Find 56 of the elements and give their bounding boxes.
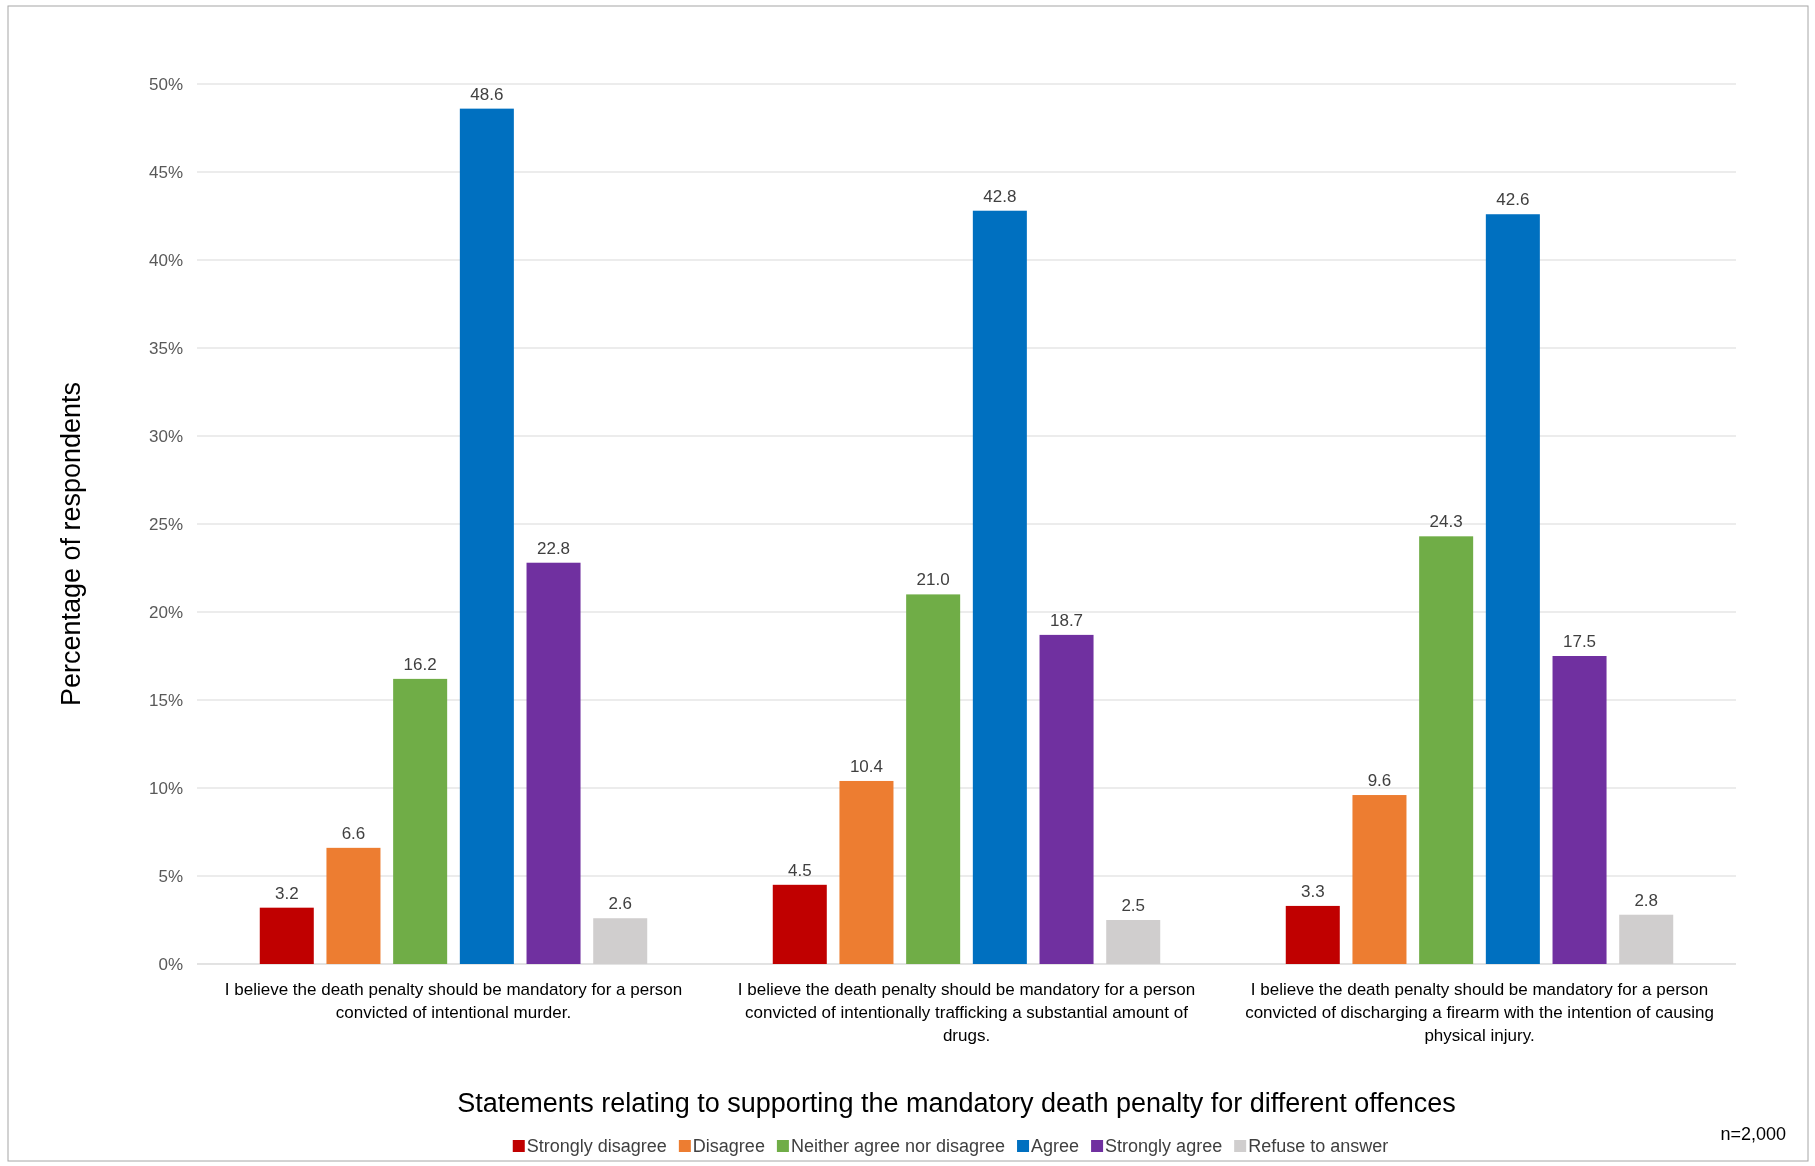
bar <box>326 847 381 964</box>
legend-label: Refuse to answer <box>1248 1136 1389 1156</box>
legend-label: Neither agree nor disagree <box>790 1136 1006 1156</box>
data-label: 42.8 <box>983 186 1017 206</box>
data-label: 2.8 <box>1634 890 1659 910</box>
data-label: 21.0 <box>916 570 950 590</box>
bar <box>839 780 894 964</box>
bar <box>906 594 961 964</box>
y-tick-label: 30% <box>148 426 183 446</box>
bar <box>1485 214 1540 964</box>
x-tick-label: I believe the death penalty should be mandatory for a person convicted of intentionally trafficking a substantial amount of drugs. <box>737 980 1196 1045</box>
bar <box>1552 656 1607 964</box>
data-label: 3.3 <box>1300 881 1325 901</box>
data-label: 16.2 <box>403 654 437 674</box>
data-label: 24.3 <box>1429 512 1463 532</box>
bar <box>1039 634 1094 964</box>
y-axis-title: Percentage of respondents <box>56 381 86 707</box>
y-tick-label: 50% <box>148 74 183 94</box>
bar <box>1285 905 1340 964</box>
data-label: 18.7 <box>1049 610 1084 630</box>
bar <box>459 108 514 964</box>
y-tick-label: 25% <box>148 514 183 534</box>
y-tick-label: 35% <box>148 338 183 358</box>
bar <box>393 678 448 964</box>
x-tick-label: I believe the death penalty should be mandatory for a person convicted of intentional murder. <box>224 980 683 1022</box>
data-label: 4.5 <box>787 860 812 880</box>
y-tick-label: 5% <box>158 866 183 886</box>
bar <box>972 210 1027 964</box>
x-axis-title: Statements relating to supporting the mandatory death penalty for different offences <box>457 1088 1456 1118</box>
data-label: 2.6 <box>608 894 633 914</box>
data-label: 22.8 <box>536 538 571 558</box>
text: n=2,000 <box>1720 1124 1786 1144</box>
y-tick-label: 45% <box>148 162 183 182</box>
legend-label: Disagree <box>692 1136 765 1156</box>
y-tick-label: 15% <box>148 690 183 710</box>
y-tick-label: 10% <box>148 778 183 798</box>
data-label: 10.4 <box>849 756 884 776</box>
data-label: 3.2 <box>274 883 299 903</box>
data-label: 48.6 <box>470 84 504 104</box>
bar <box>772 884 827 964</box>
bar <box>526 562 581 964</box>
legend-label: Agree <box>1031 1136 1080 1156</box>
data-label: 9.6 <box>1367 771 1392 791</box>
data-label: 17.5 <box>1562 632 1597 651</box>
y-tick-label: 20% <box>148 602 183 622</box>
x-tick-label: I believe the death penalty should be mandatory for a person convicted of discharging a firearm with the intention of causing physical injury. <box>1245 980 1714 1045</box>
legend-label: Strongly disagree <box>526 1136 667 1156</box>
data-label: 6.6 <box>341 823 366 843</box>
bar <box>1419 536 1474 964</box>
data-label: 2.5 <box>1121 896 1146 915</box>
y-tick-label: 40% <box>148 250 183 270</box>
data-label: 42.6 <box>1496 190 1530 210</box>
legend-label: Strongly agree <box>1105 1136 1223 1156</box>
y-tick-label: 0% <box>158 954 183 974</box>
bar <box>259 907 314 964</box>
bar <box>1352 795 1407 964</box>
